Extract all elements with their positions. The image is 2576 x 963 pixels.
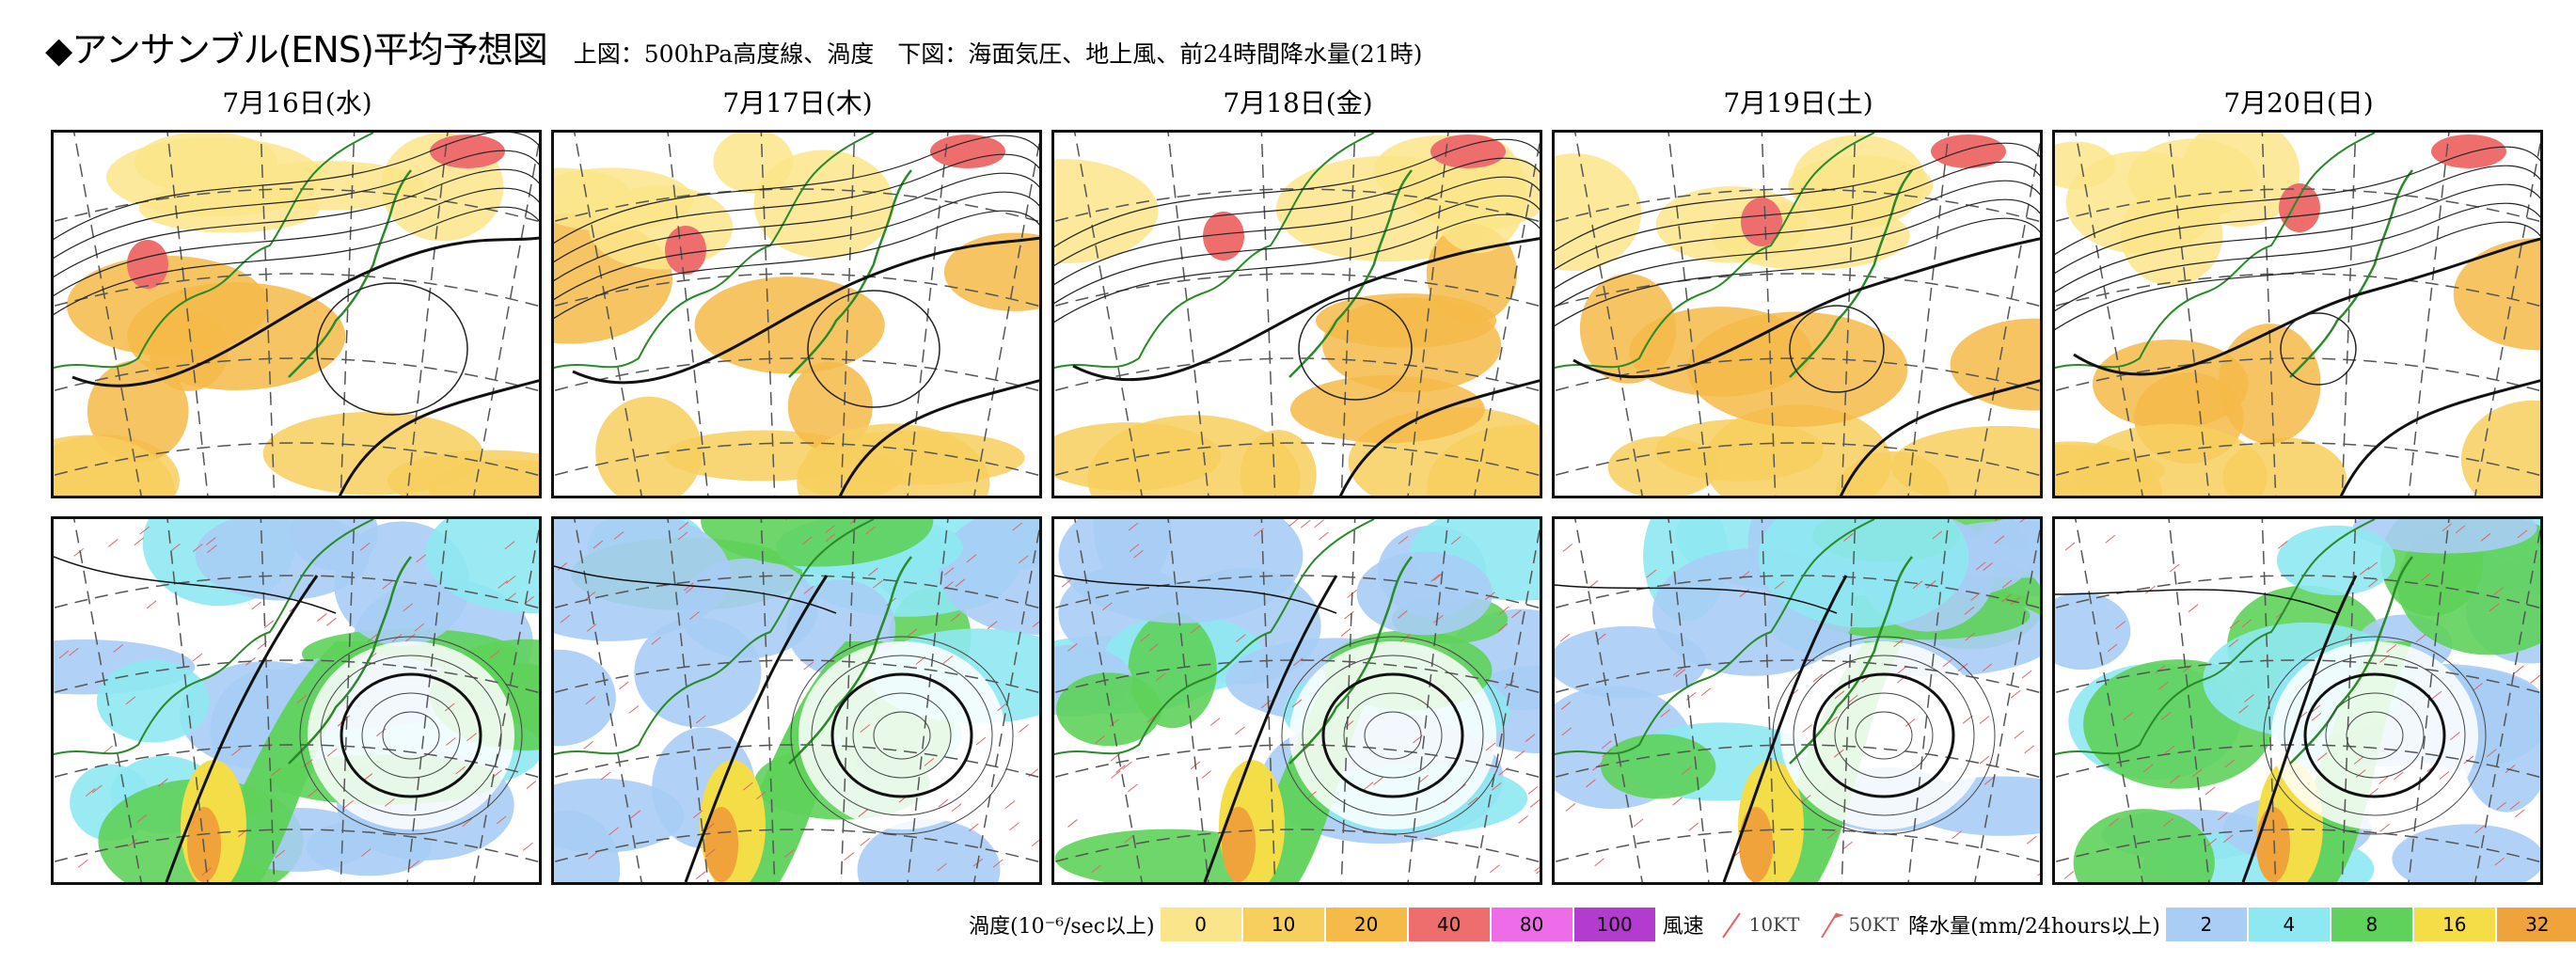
upper-map-graphic-1	[54, 133, 539, 496]
vorticity-swatch-20: 20	[1325, 908, 1409, 941]
page-header: ◆アンサンブル(ENS)平均予想図 上図：500hPa高度線、渦度 下図：海面気…	[45, 21, 1422, 77]
lower-map-3	[1051, 516, 1542, 885]
precip-swatch-16: 16	[2413, 908, 2497, 941]
lower-map-4	[1552, 516, 2043, 885]
page-title: ◆アンサンブル(ENS)平均予想図	[45, 29, 548, 71]
vorticity-swatch-80: 80	[1491, 908, 1574, 941]
precip-legend-label: 降水量(mm/24hours以上)	[1908, 915, 2160, 939]
vorticity-swatch-10: 10	[1242, 908, 1326, 941]
wind-10kt-label: 10KT	[1748, 913, 1800, 936]
map-legend: 渦度(10⁻⁶/sec以上) 0 10 20 40 80 100 風速 10KT 50KT…	[969, 906, 2576, 943]
vorticity-swatches: 0 10 20 40 80 100	[1160, 908, 1657, 941]
upper-map-3	[1051, 130, 1542, 498]
lower-map-graphic-3	[1054, 519, 1540, 882]
upper-map-graphic-5	[2055, 133, 2540, 496]
upper-map-2	[551, 130, 1042, 498]
precip-swatch-32: 32	[2496, 908, 2576, 941]
wind-legend-label: 風速	[1662, 915, 1704, 939]
lower-map-5	[2052, 516, 2543, 885]
day-label-4: 7月19日(土)	[1723, 87, 1873, 118]
wind-barb-10-icon	[1721, 912, 1741, 939]
precip-swatches: 248163264	[2165, 908, 2576, 941]
precip-swatch-8: 8	[2331, 908, 2414, 941]
upper-map-4	[1552, 130, 2043, 498]
wind-50kt: 50KT	[1818, 909, 1899, 939]
precip-swatch-2: 2	[2165, 908, 2249, 941]
lower-map-graphic-4	[1555, 519, 2040, 882]
vorticity-swatch-40: 40	[1408, 908, 1492, 941]
day-labels: 7月16日(水) 7月17日(木) 7月18日(金) 7月19日(土) 7月20…	[0, 83, 2576, 120]
precip-swatch-4: 4	[2248, 908, 2331, 941]
upper-map-graphic-3	[1054, 133, 1540, 496]
page-subtitle: 上図：500hPa高度線、渦度 下図：海面気圧、地上風、前24時間降水量(21時…	[573, 40, 1423, 68]
day-label-1: 7月16日(水)	[222, 87, 372, 118]
lower-map-2	[551, 516, 1042, 885]
day-label-2: 7月17日(木)	[722, 87, 873, 118]
day-label-3: 7月18日(金)	[1223, 87, 1373, 118]
lower-map-graphic-5	[2055, 519, 2540, 882]
wind-10kt: 10KT	[1719, 909, 1800, 939]
lower-map-graphic-2	[554, 519, 1039, 882]
upper-map-5	[2052, 130, 2543, 498]
vorticity-legend-label: 渦度(10⁻⁶/sec以上)	[969, 915, 1155, 939]
wind-50kt-label: 50KT	[1848, 913, 1900, 936]
day-label-5: 7月20日(日)	[2223, 87, 2374, 118]
lower-map-graphic-1	[54, 519, 539, 882]
lower-map-1	[51, 516, 542, 885]
upper-map-1	[51, 130, 542, 498]
upper-map-graphic-4	[1555, 133, 2040, 496]
vorticity-swatch-0: 0	[1160, 908, 1243, 941]
wind-barb-50-icon	[1821, 912, 1845, 939]
vorticity-swatch-100: 100	[1573, 908, 1657, 941]
upper-map-graphic-2	[554, 133, 1039, 496]
